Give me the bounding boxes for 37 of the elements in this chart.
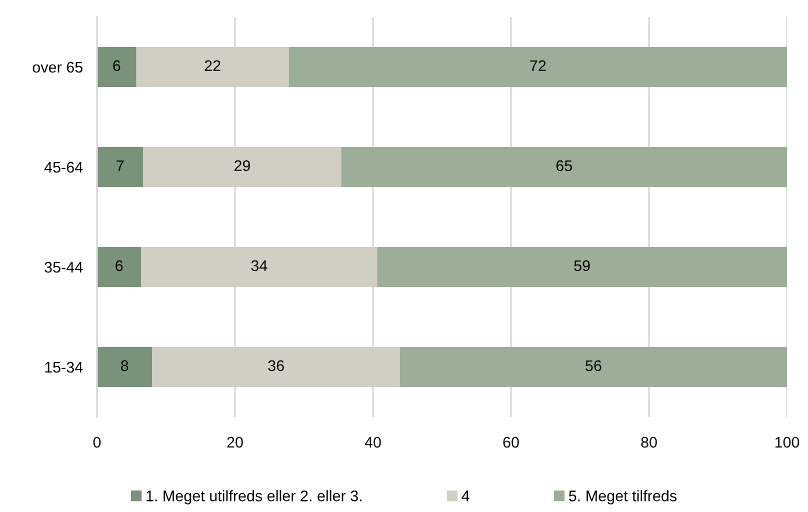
bar: [377, 247, 787, 287]
data-label: 22: [204, 60, 220, 71]
data-label: 36: [268, 360, 284, 372]
data-label: 72: [530, 60, 546, 71]
data-label: 65: [556, 160, 572, 172]
data-label: 6: [113, 60, 120, 72]
bar: [400, 347, 787, 387]
data-label: 7: [116, 160, 124, 171]
y-tick-label: 35-44: [44, 262, 83, 273]
data-label: 29: [234, 160, 250, 172]
bar: [152, 347, 400, 387]
x-tick-label: 40: [364, 436, 381, 448]
bar: [143, 147, 342, 187]
data-label: 6: [116, 260, 123, 272]
bar: [141, 247, 378, 287]
x-tick-label: 20: [227, 436, 243, 448]
data-label: 8: [121, 360, 128, 372]
legend-label: 5. Meget tilfreds: [569, 490, 677, 504]
x-tick-label: 60: [503, 436, 519, 448]
x-tick-label: 80: [641, 436, 657, 448]
data-label: 34: [251, 260, 268, 272]
bar: [288, 47, 787, 87]
bar: [341, 147, 787, 187]
y-tick-label: 45-64: [44, 162, 83, 173]
legend-label: 4: [462, 490, 470, 502]
bar: [97, 347, 152, 387]
legend-label: 1. Meget utilfreds eller 2. eller 3.: [146, 490, 362, 504]
bar: [136, 47, 289, 87]
y-tick-label: 15-34: [45, 362, 83, 373]
data-label: 56: [586, 360, 602, 372]
x-tick-label: 0: [93, 436, 101, 448]
x-tick-label: 100: [775, 436, 800, 448]
bar: [97, 147, 144, 187]
data-label: 59: [574, 260, 590, 272]
bar: [97, 47, 136, 87]
bar: [97, 247, 142, 287]
y-tick-label: over 65: [32, 62, 82, 73]
